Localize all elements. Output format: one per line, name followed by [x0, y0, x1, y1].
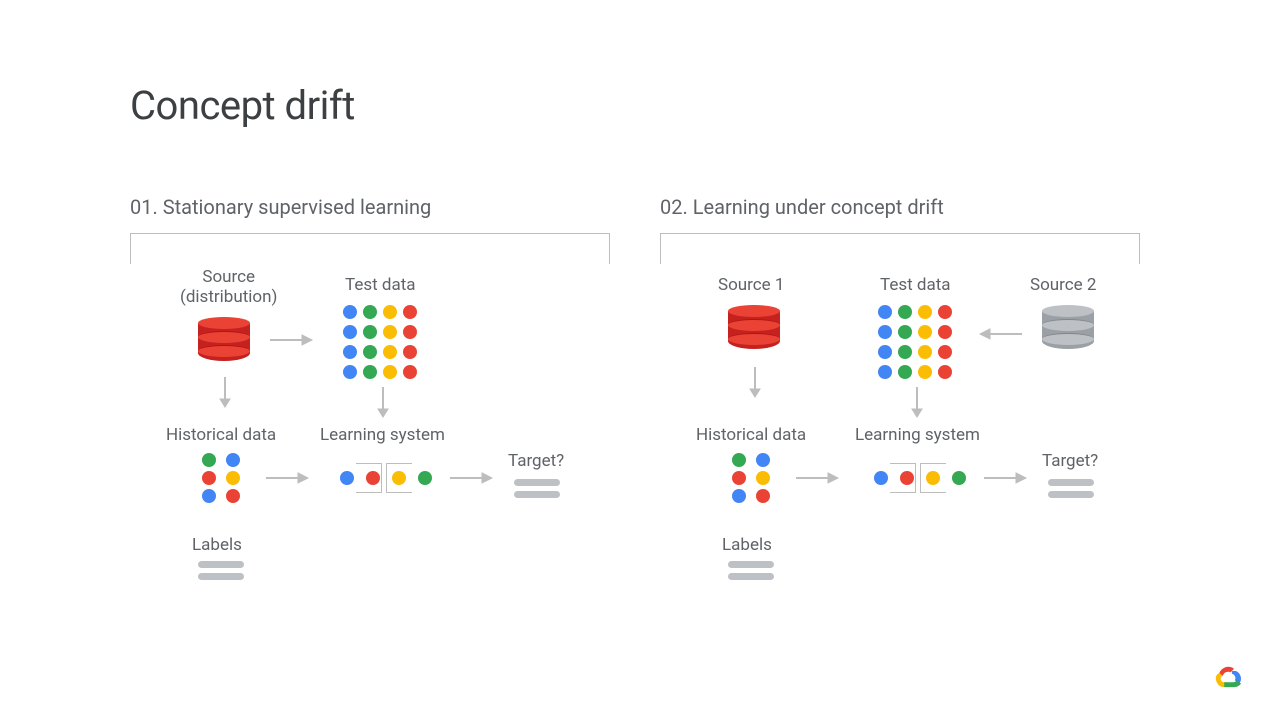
ls-label: Learning system — [320, 425, 445, 445]
dot-icon — [898, 305, 912, 319]
dot-icon — [938, 365, 952, 379]
dot-icon — [878, 305, 892, 319]
ls-bracket-icon — [356, 463, 382, 493]
panel-stationary: 01. Stationary supervised learning Sourc… — [130, 195, 620, 653]
arrow-right-icon — [794, 471, 840, 485]
arrow-right-icon — [448, 471, 494, 485]
dot-icon — [403, 365, 417, 379]
arrow-down-icon — [910, 385, 924, 419]
dot-icon — [383, 325, 397, 339]
dot-icon — [340, 471, 354, 485]
dot-icon — [383, 305, 397, 319]
dot-icon — [878, 365, 892, 379]
dot-icon — [756, 453, 770, 467]
dot-icon — [363, 345, 377, 359]
dot-icon — [756, 489, 770, 503]
arrow-left-icon — [978, 327, 1024, 341]
hist-grid — [732, 453, 772, 505]
google-cloud-logo-icon — [1210, 664, 1244, 692]
source1-db-icon — [728, 305, 780, 353]
dot-icon — [226, 489, 240, 503]
hist-label: Historical data — [696, 425, 806, 445]
test-data-grid — [878, 305, 954, 381]
dot-icon — [343, 325, 357, 339]
ls-label: Learning system — [855, 425, 980, 445]
ls-bracket-icon — [890, 463, 916, 493]
test-label: Test data — [345, 275, 416, 295]
dot-icon — [878, 345, 892, 359]
dot-icon — [418, 471, 432, 485]
labels-bars-icon — [728, 561, 774, 585]
target-bars-icon — [1048, 479, 1094, 503]
dot-icon — [403, 345, 417, 359]
source-label: Source (distribution) — [180, 267, 277, 308]
dot-icon — [226, 471, 240, 485]
dot-icon — [363, 305, 377, 319]
dot-icon — [202, 489, 216, 503]
hist-label: Historical data — [166, 425, 276, 445]
labels-bars-icon — [198, 561, 244, 585]
dot-icon — [732, 453, 746, 467]
dot-icon — [918, 345, 932, 359]
dot-icon — [918, 305, 932, 319]
arrow-right-icon — [268, 333, 314, 347]
source2-db-icon — [1042, 305, 1094, 353]
arrow-down-icon — [218, 375, 232, 409]
source2-label: Source 2 — [1030, 275, 1096, 295]
dot-icon — [403, 305, 417, 319]
dot-icon — [343, 365, 357, 379]
panel-drift: 02. Learning under concept drift Source … — [660, 195, 1150, 653]
dot-icon — [756, 471, 770, 485]
dot-icon — [874, 471, 888, 485]
dot-icon — [383, 345, 397, 359]
dot-icon — [732, 471, 746, 485]
panel2-bracket — [660, 233, 1140, 263]
dot-icon — [383, 365, 397, 379]
dot-icon — [732, 489, 746, 503]
dot-icon — [363, 365, 377, 379]
ls-bracket-icon — [920, 463, 946, 493]
dot-icon — [898, 345, 912, 359]
arrow-down-icon — [748, 365, 762, 399]
test-data-grid — [343, 305, 419, 381]
hist-grid — [202, 453, 242, 505]
arrow-right-icon — [982, 471, 1028, 485]
ls-bracket-icon — [386, 463, 412, 493]
target-label: Target? — [1042, 451, 1098, 471]
dot-icon — [918, 325, 932, 339]
labels-label: Labels — [192, 535, 242, 555]
dot-icon — [938, 345, 952, 359]
panel1-title: 01. Stationary supervised learning — [130, 195, 620, 219]
source1-label: Source 1 — [718, 275, 784, 295]
arrow-right-icon — [264, 471, 310, 485]
dot-icon — [898, 365, 912, 379]
dot-icon — [898, 325, 912, 339]
target-label: Target? — [508, 451, 564, 471]
dot-icon — [202, 471, 216, 485]
labels-label: Labels — [722, 535, 772, 555]
dot-icon — [952, 471, 966, 485]
dot-icon — [403, 325, 417, 339]
dot-icon — [343, 345, 357, 359]
dot-icon — [343, 305, 357, 319]
dot-icon — [363, 325, 377, 339]
source-db-icon — [198, 317, 250, 365]
dot-icon — [938, 325, 952, 339]
dot-icon — [226, 453, 240, 467]
dot-icon — [938, 305, 952, 319]
dot-icon — [878, 325, 892, 339]
panel1-bracket — [130, 233, 610, 263]
target-bars-icon — [514, 479, 560, 503]
arrow-down-icon — [376, 385, 390, 419]
test-label: Test data — [880, 275, 951, 295]
dot-icon — [202, 453, 216, 467]
slide-title: Concept drift — [130, 82, 355, 129]
panel2-title: 02. Learning under concept drift — [660, 195, 1150, 219]
dot-icon — [918, 365, 932, 379]
